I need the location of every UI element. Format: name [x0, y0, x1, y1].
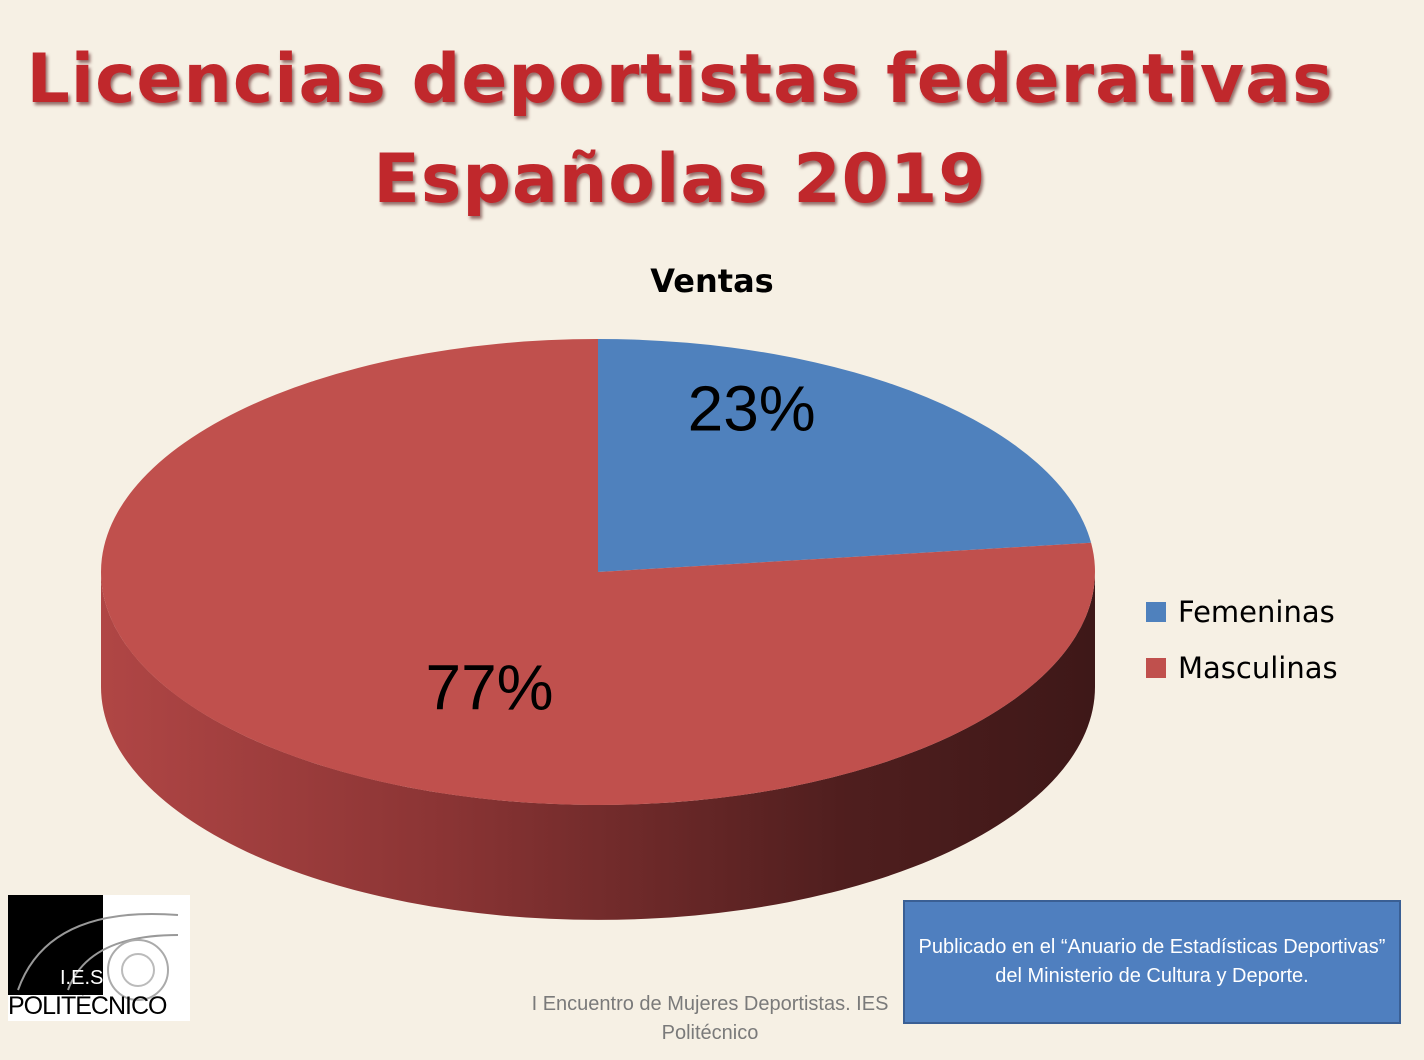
legend-item-femeninas: Femeninas [1146, 584, 1338, 640]
pie-slice-femeninas [598, 339, 1092, 572]
data-label: 77% [425, 651, 553, 723]
ies-politecnico-logo: I.E.S. POLITÉCNICO [8, 895, 190, 1021]
legend-item-masculinas: Masculinas [1146, 640, 1338, 696]
source-note: Publicado en el “Anuario de Estadísticas… [903, 900, 1401, 1024]
pie-side [101, 572, 1095, 920]
chart-title: Ventas [650, 262, 774, 300]
legend-label: Masculinas [1178, 651, 1338, 685]
data-label: 23% [688, 373, 816, 445]
slide-title-line1: Licencias deportistas federativas [26, 40, 1334, 119]
legend-label: Femeninas [1178, 595, 1335, 629]
chart-legend: Femeninas Masculinas [1146, 584, 1338, 696]
legend-swatch [1146, 658, 1166, 678]
pie-slice-masculinas [100, 339, 1096, 806]
slide-title-line2: Españolas 2019 [373, 140, 987, 219]
footer-text: I Encuentro de Mujeres Deportistas. IES … [531, 993, 889, 1044]
legend-swatch [1146, 602, 1166, 622]
